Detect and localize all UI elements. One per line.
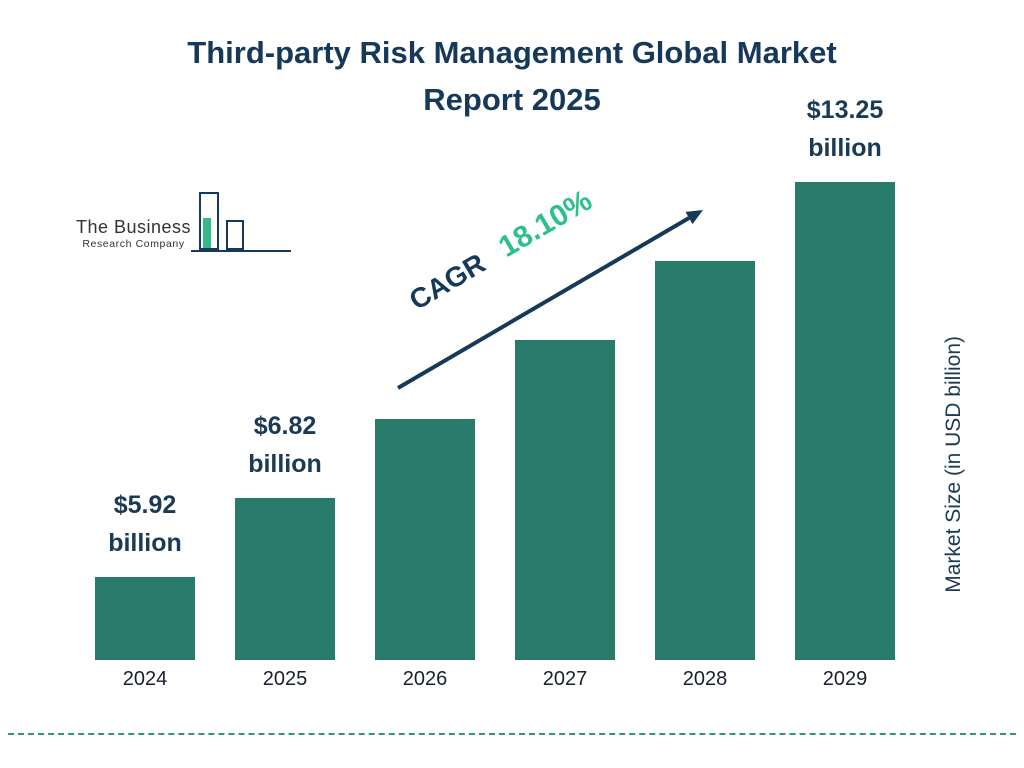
bar-2024	[95, 577, 195, 660]
years-row: 2024 2025 2026 2027 2028 2029	[95, 668, 895, 691]
bar-column-2026	[375, 0, 475, 660]
bar-column-2028	[655, 0, 755, 660]
bar-value-amount: $5.92	[113, 490, 177, 519]
bar-2025	[235, 498, 335, 660]
x-axis-label-2027: 2027	[542, 668, 588, 690]
bar-value-unit: billion	[248, 450, 322, 479]
bar-value-label-2029: $13.25 billion	[807, 91, 883, 169]
bar-value-amount: $13.25	[806, 95, 884, 124]
logo-bar-short	[226, 220, 245, 250]
bottom-dashed-line	[8, 733, 1016, 735]
bar-2029	[795, 182, 895, 660]
x-axis-label-2028: 2028	[682, 668, 728, 690]
x-axis-label-2029: 2029	[822, 668, 868, 690]
page-title-line1: Third-party Risk Management Global Marke…	[187, 35, 837, 70]
bar-2026	[375, 419, 475, 660]
page-title: Third-party Risk Management Global Marke…	[0, 30, 1024, 123]
page-title-line2: Report 2025	[423, 81, 601, 117]
bar-column-2025: $6.82 billion	[235, 0, 335, 660]
logo-bar-chart-icon	[191, 192, 292, 252]
logo-name: The Business	[76, 217, 192, 237]
bar-column-2027	[515, 0, 615, 660]
bar-value-unit: billion	[808, 134, 882, 163]
bar-value-label-2025: $6.82 billion	[248, 407, 322, 485]
bar-column-2024: $5.92 billion	[95, 0, 195, 660]
bar-value-label-2024: $5.92 billion	[108, 486, 182, 564]
x-axis-label-2024: 2024	[122, 668, 168, 690]
x-axis-label-2026: 2026	[402, 668, 448, 690]
y-axis-label: Market Size (in USD billion)	[942, 336, 965, 593]
bar-value-amount: $6.82	[253, 411, 317, 440]
bar-2027	[515, 340, 615, 660]
x-axis-label-2025: 2025	[262, 668, 308, 690]
company-logo-text: The Business Research Company	[76, 217, 191, 252]
logo-bar-green	[203, 218, 212, 248]
bar-value-unit: billion	[108, 529, 182, 558]
bar-2028	[655, 261, 755, 660]
company-logo: The Business Research Company	[76, 192, 292, 252]
logo-bar-tall	[199, 192, 220, 250]
logo-subname: Research Company	[82, 238, 185, 250]
bar-column-2029: $13.25 billion	[795, 0, 895, 660]
bars-container: $5.92 billion $6.82 billion $13.25 billion	[95, 0, 895, 660]
